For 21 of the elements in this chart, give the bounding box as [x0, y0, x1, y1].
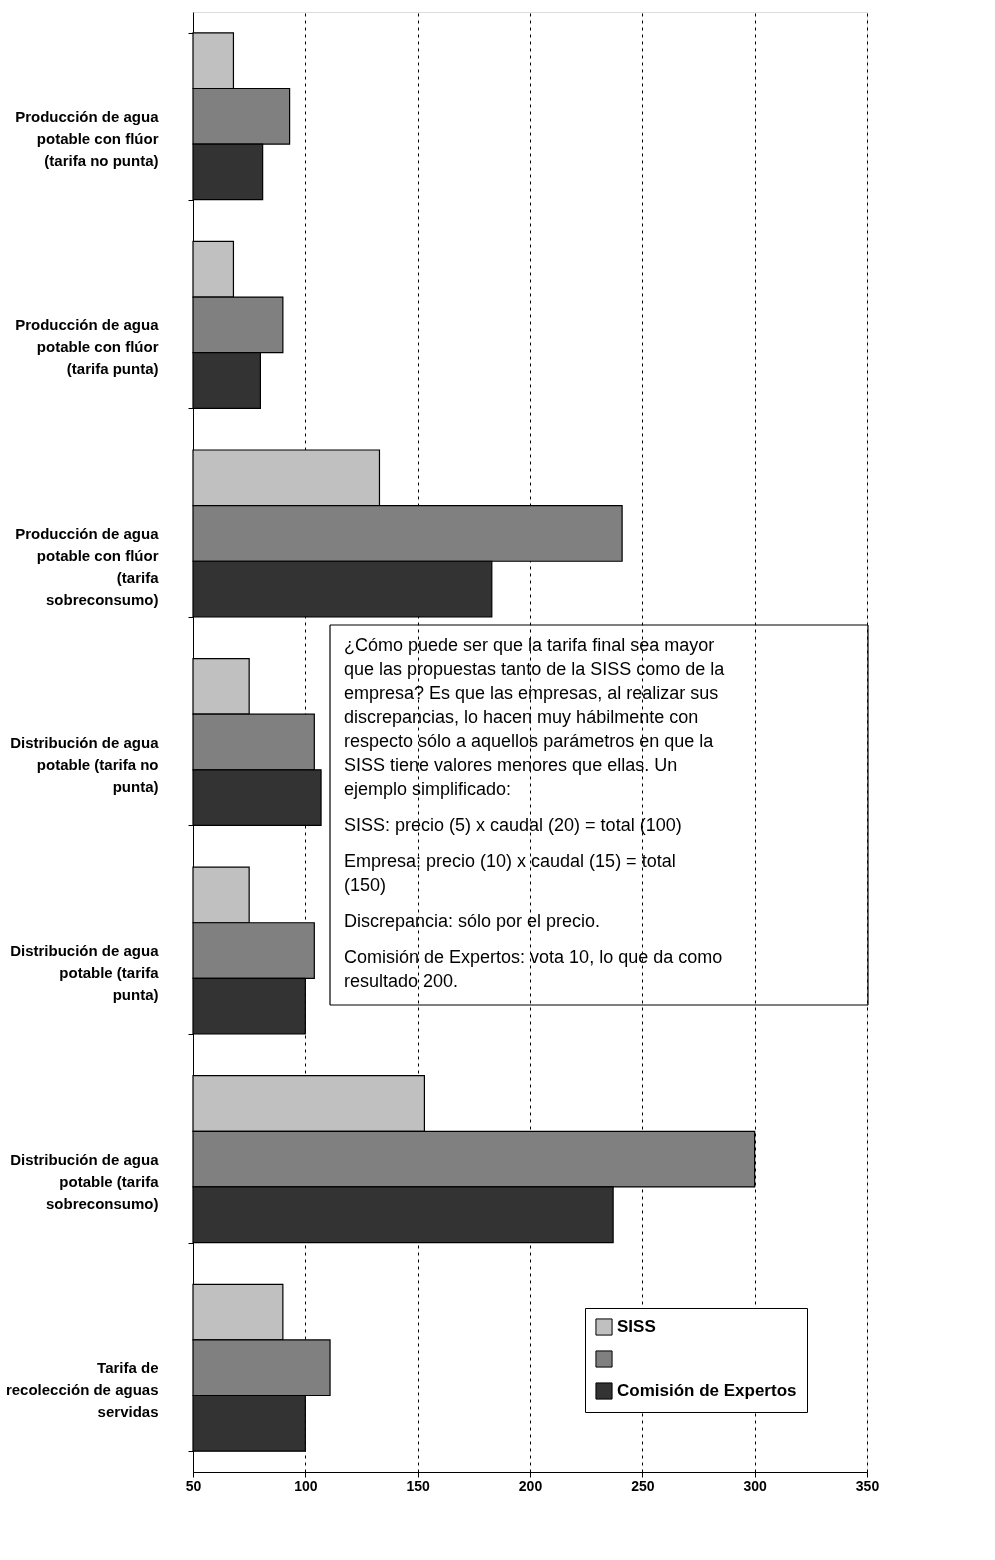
- annotation: Empresa: precio (10) x caudal (15) = total (150): [344, 851, 676, 895]
- y-tick-label: Producción de agua potable con flúor (tarifa punta): [15, 316, 160, 378]
- y-tick-label: Distribución de agua potable (tarifa sobreconsumo): [10, 1150, 160, 1212]
- y-tick-label: Producción de agua potable con flúor (tarifa sobreconsumo): [15, 524, 160, 608]
- annotation: SISS: precio (5) x caudal (20) = total (100): [344, 815, 682, 835]
- legend-label: SISS: [617, 1317, 656, 1336]
- x-tick-label: 200: [518, 1477, 543, 1494]
- x-tick-label: 300: [743, 1477, 768, 1494]
- annotation: Discrepancia: sólo por el precio.: [344, 911, 601, 931]
- annotation: ¿Cómo puede ser que la tarifa final sea mayor que las propuestas tanto de la SISS como de la empresa? Es que las empresas, al realizar sus discrepancias, lo hacen muy hábilmente con respecto sólo a aquellos parámetros en que la SISS tiene valores menores que ellas. Un ejemplo simplificado:: [344, 635, 726, 799]
- y-tick-label: Tarifa de recolección de aguas servidas: [5, 1359, 159, 1421]
- x-tick-label: 100: [294, 1477, 318, 1494]
- x-tick-label: 50: [185, 1477, 202, 1494]
- annotation: Comisión de Expertos: vota 10, lo que da como resultado 200.: [344, 947, 723, 991]
- x-tick-label: 350: [855, 1477, 880, 1494]
- y-tick-label: Distribución de agua potable (tarifa punta): [10, 942, 160, 1004]
- x-tick-label: 250: [631, 1477, 655, 1494]
- legend-label: Comisión de Expertos: [617, 1381, 797, 1400]
- y-tick-label: Producción de agua potable con flúor (tarifa no punta): [15, 107, 160, 169]
- y-tick-label: Distribución de agua potable (tarifa no punta): [10, 733, 160, 795]
- x-tick-label: 150: [406, 1477, 431, 1494]
